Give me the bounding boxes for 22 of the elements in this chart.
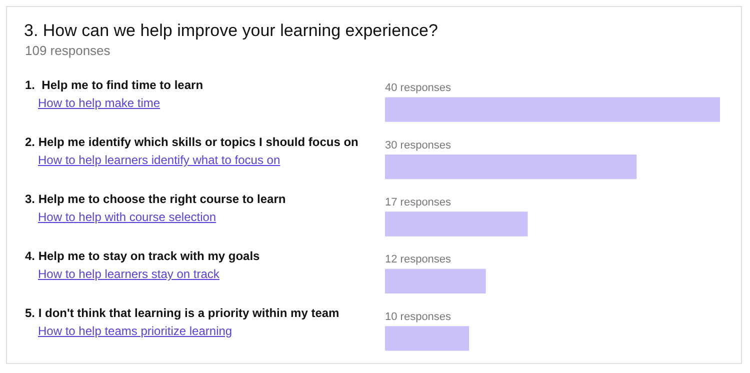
bar	[385, 154, 637, 180]
text: How to help learners identify what to focus on	[38, 153, 280, 167]
bar	[385, 268, 486, 294]
text: How to help learners stay on track	[38, 267, 220, 281]
data-label: 30 responses	[385, 139, 452, 152]
bar	[385, 212, 528, 236]
y-tick-label: 5. I don't think that learning is a priority within my team	[25, 306, 340, 320]
y-tick-label: 3. Help me to choose the right course to learn	[25, 192, 286, 206]
bar	[385, 326, 470, 351]
text: How to help make time	[38, 96, 160, 110]
bar	[385, 97, 720, 122]
text: 109 responses	[25, 43, 110, 58]
text: 3. How can we help improve your learning experience?	[24, 21, 438, 41]
text: How to help with course selection	[38, 210, 216, 224]
data-label: 10 responses	[385, 310, 452, 323]
y-tick-label: 2. Help me identify which skills or topics I should focus on	[25, 135, 358, 149]
y-tick-label: 4. Help me to stay on track with my goals	[25, 249, 260, 263]
data-label: 12 responses	[385, 254, 452, 266]
data-label: 17 responses	[385, 196, 452, 209]
text: How to help teams prioritize learning	[38, 324, 232, 338]
y-tick-label: 1. Help me to find time to learn	[25, 78, 204, 92]
data-label: 40 responses	[385, 82, 452, 94]
